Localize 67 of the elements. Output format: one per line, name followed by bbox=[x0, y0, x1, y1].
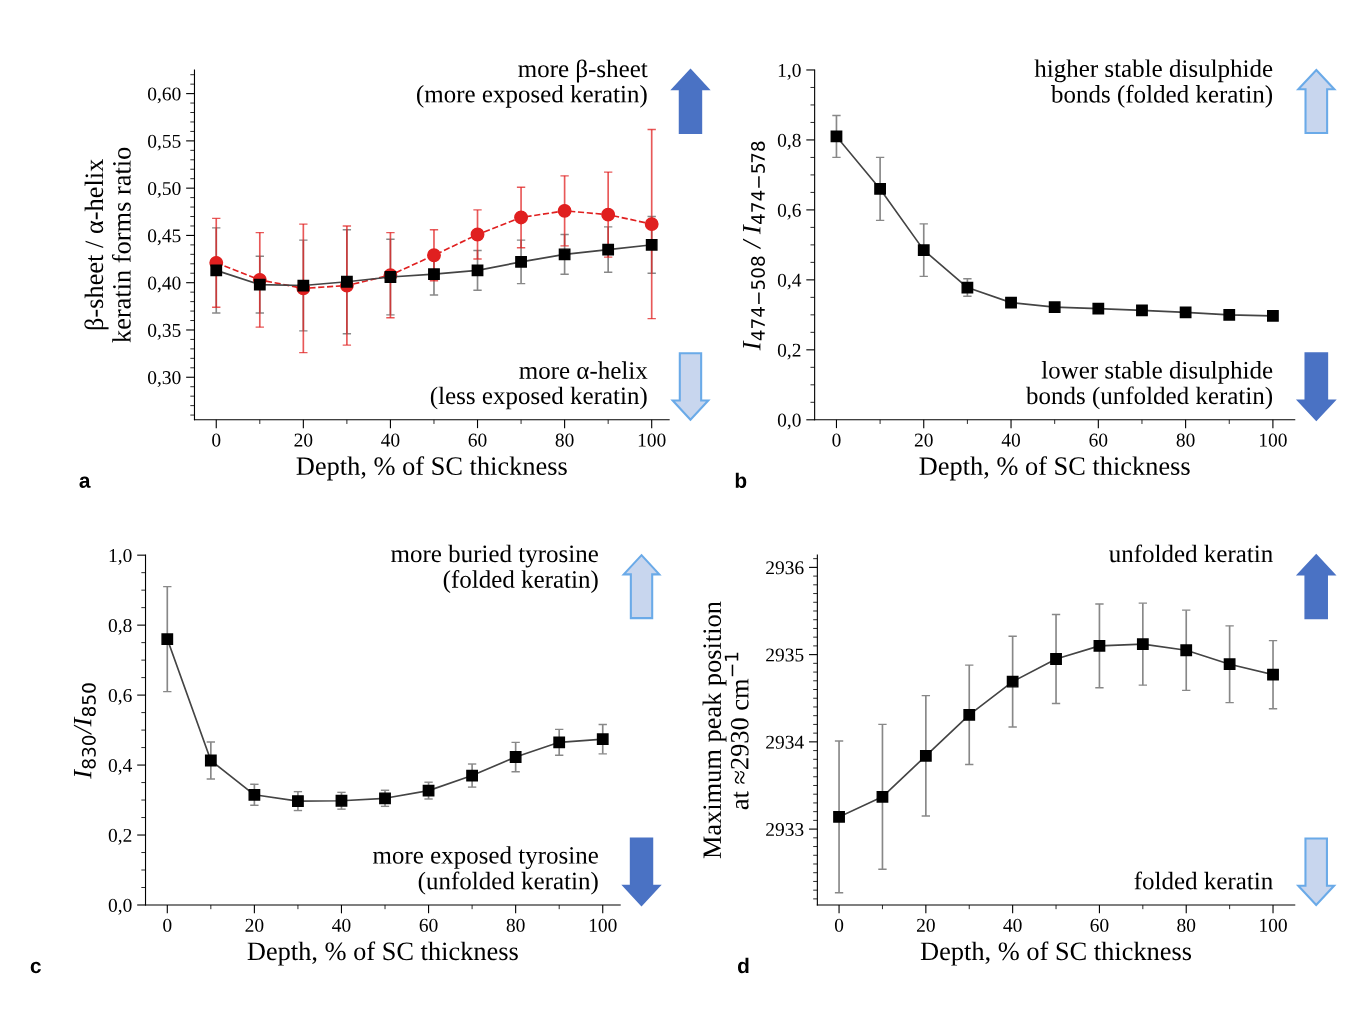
x-tick-label: 100 bbox=[1260, 918, 1287, 932]
x-tick-label: 80 bbox=[555, 433, 574, 447]
x-axis-title: Depth, % of SC thickness bbox=[296, 456, 567, 481]
x-tick-label: 20 bbox=[914, 433, 933, 447]
annotation: unfolded keratin bbox=[1109, 544, 1273, 563]
x-tick-label: 60 bbox=[1090, 918, 1109, 932]
x-tick-label: 20 bbox=[916, 918, 935, 932]
y-tick-label: 0,6 bbox=[777, 203, 801, 220]
x-tick-label: 60 bbox=[419, 918, 438, 932]
x-tick-label: 100 bbox=[638, 433, 666, 447]
annotation: folded keratin bbox=[1134, 871, 1273, 890]
text: c bbox=[30, 961, 41, 974]
x-tick-label: 80 bbox=[1177, 918, 1196, 932]
x-axis-title: Depth, % of SC thickness bbox=[919, 456, 1190, 481]
x-tick-label: 100 bbox=[589, 918, 617, 932]
x-axis-title: Depth, % of SC thickness bbox=[247, 941, 518, 966]
annotation: more β-sheet (more exposed keratin) bbox=[417, 59, 648, 108]
x-tick-label: 80 bbox=[506, 918, 525, 932]
y-tick-label: 1,0 bbox=[778, 63, 801, 80]
y-tick-label: 2936 bbox=[766, 561, 804, 575]
x-tick-label: 40 bbox=[381, 433, 400, 447]
annotation: more α-helix (less exposed keratin) bbox=[430, 361, 648, 410]
annotation: more exposed tyrosine (unfolded keratin) bbox=[372, 846, 598, 895]
x-tick-label: 0 bbox=[834, 918, 844, 932]
y-tick-label: 0,4 bbox=[777, 273, 802, 290]
y-tick-label: 0,30 bbox=[148, 371, 181, 387]
annotation: lower stable disulphide bonds (unfolded keratin) bbox=[1025, 361, 1273, 410]
y-tick-label: 0,4 bbox=[108, 758, 133, 775]
x-tick-label: 20 bbox=[245, 918, 264, 932]
y-axis-title: Maximum peak position at ≈2930 cm$^{−1}$ bbox=[702, 601, 749, 859]
y-tick-label: 0,8 bbox=[777, 133, 801, 150]
y-axis-title: I$_{830}$/I$_{850}$ bbox=[73, 683, 96, 779]
y-tick-label: 0,6 bbox=[108, 688, 132, 705]
y-tick-label: 2934 bbox=[766, 735, 804, 749]
y-tick-label: 0,55 bbox=[148, 134, 181, 151]
x-tick-label: 0 bbox=[212, 433, 221, 447]
x-tick-label: 100 bbox=[1260, 433, 1287, 447]
text: d bbox=[737, 957, 749, 974]
y-axis-title: I$_{474−508}$ / I$_{474−578}$ bbox=[742, 141, 765, 351]
x-tick-label: 60 bbox=[1089, 433, 1108, 447]
x-tick-label: 60 bbox=[468, 433, 487, 447]
x-tick-label: 80 bbox=[1176, 433, 1195, 447]
y-tick-label: 2933 bbox=[766, 822, 804, 837]
x-tick-label: 40 bbox=[1001, 433, 1021, 447]
y-tick-label: 2935 bbox=[766, 648, 804, 662]
annotation: more buried tyrosine (folded keratin) bbox=[391, 544, 598, 593]
y-tick-label: 0,0 bbox=[108, 898, 132, 915]
x-tick-label: 20 bbox=[294, 433, 313, 447]
x-tick-label: 40 bbox=[332, 918, 351, 932]
x-tick-label: 0 bbox=[832, 433, 841, 447]
y-tick-label: 0,60 bbox=[148, 87, 181, 104]
x-tick-label: 40 bbox=[1003, 918, 1022, 932]
y-tick-label: 0,2 bbox=[777, 343, 801, 360]
y-tick-label: 1,0 bbox=[109, 548, 132, 565]
x-tick-label: 0 bbox=[163, 918, 172, 932]
text: b bbox=[735, 472, 747, 488]
annotation: higher stable disulphide bonds (folded keratin) bbox=[1034, 59, 1273, 108]
y-tick-label: 0,40 bbox=[148, 276, 181, 293]
x-axis-title: Depth, % of SC thickness bbox=[920, 941, 1192, 966]
y-tick-label: 0,0 bbox=[777, 413, 801, 430]
y-tick-label: 0,2 bbox=[108, 828, 132, 845]
y-tick-label: 0,35 bbox=[148, 323, 181, 340]
y-tick-label: 0,50 bbox=[148, 181, 181, 198]
y-tick-label: 0,8 bbox=[108, 618, 132, 635]
y-axis-title: β-sheet / α-helix keratin forms ratio bbox=[84, 147, 131, 343]
y-tick-label: 0,45 bbox=[148, 229, 181, 246]
text: a bbox=[79, 476, 91, 488]
